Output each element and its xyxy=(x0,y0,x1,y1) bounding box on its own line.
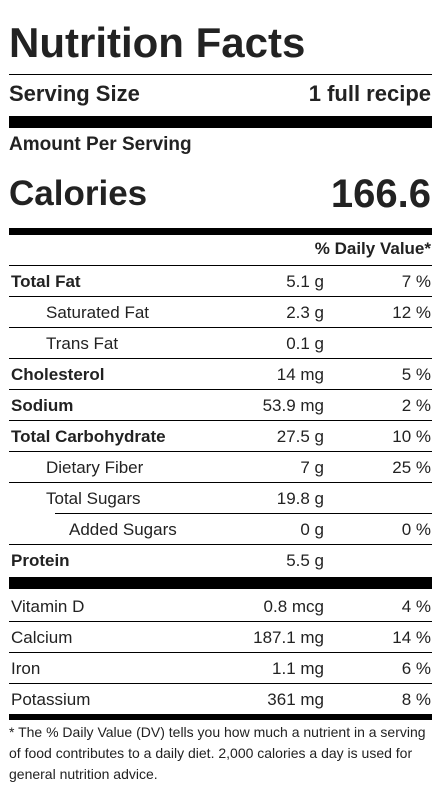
divider xyxy=(9,451,432,452)
vitamin-name: Vitamin D xyxy=(11,597,85,616)
nutrient-amount: 14 mg xyxy=(276,365,324,384)
vitamin-row-vitamin-d: Vitamin D 0.8 mcg 4 % xyxy=(9,591,432,622)
serving-size-value: 1 full recipe xyxy=(308,81,431,106)
nutrient-daily-value: 0 % xyxy=(401,520,431,539)
vitamin-amount: 1.1 mg xyxy=(272,659,324,678)
nutrient-daily-value: 7 % xyxy=(401,272,431,291)
vitamin-daily-value: 6 % xyxy=(401,659,431,678)
vitamin-name: Iron xyxy=(11,659,41,678)
nutrient-amount: 0.1 g xyxy=(286,334,324,353)
nutrient-name: Total Carbohydrate xyxy=(11,427,166,446)
nutrient-amount: 5.1 g xyxy=(286,272,324,291)
nutrient-amount: 5.5 g xyxy=(286,551,324,570)
divider xyxy=(9,420,432,421)
divider xyxy=(9,265,432,266)
amount-per-serving-label: Amount Per Serving xyxy=(9,134,192,155)
nutrient-row-dietary-fiber: Dietary Fiber 7 g 25 % xyxy=(9,452,432,483)
nutrient-amount: 27.5 g xyxy=(276,427,324,446)
nutrient-row-cholesterol: Cholesterol 14 mg 5 % xyxy=(9,359,432,390)
divider xyxy=(9,296,432,297)
medium-divider xyxy=(9,228,432,235)
vitamin-row-potassium: Potassium 361 mg 8 % xyxy=(9,684,432,715)
divider xyxy=(9,683,432,684)
divider xyxy=(55,513,432,514)
nutrient-amount: 53.9 mg xyxy=(262,396,324,415)
vitamin-daily-value: 8 % xyxy=(401,690,431,709)
vitamin-amount: 0.8 mcg xyxy=(263,597,324,616)
divider xyxy=(9,358,432,359)
nutrient-name: Sodium xyxy=(11,396,74,415)
medium-divider xyxy=(9,714,432,720)
nutrient-name: Total Sugars xyxy=(46,489,141,508)
nutrient-amount: 2.3 g xyxy=(286,303,324,322)
nutrient-name: Trans Fat xyxy=(46,334,119,353)
vitamin-row-calcium: Calcium 187.1 mg 14 % xyxy=(9,622,432,653)
calories-label: Calories xyxy=(9,174,148,213)
nutrient-row-total-fat: Total Fat 5.1 g 7 % xyxy=(9,266,432,297)
nutrient-amount: 7 g xyxy=(300,458,324,477)
divider xyxy=(9,621,432,622)
nutrient-row-total-sugars: Total Sugars 19.8 g xyxy=(9,483,432,514)
vitamin-row-iron: Iron 1.1 mg 6 % xyxy=(9,653,432,684)
thick-divider xyxy=(9,577,432,589)
nutrient-daily-value: 2 % xyxy=(401,396,431,415)
nutrient-row-trans-fat: Trans Fat 0.1 g xyxy=(9,328,432,359)
nutrient-name: Dietary Fiber xyxy=(46,458,144,477)
nutrient-row-sodium: Sodium 53.9 mg 2 % xyxy=(9,390,432,421)
nutrient-daily-value: 5 % xyxy=(401,365,431,384)
nutrient-name: Cholesterol xyxy=(11,365,105,384)
nutrient-daily-value: 12 % xyxy=(392,303,431,322)
divider xyxy=(9,74,432,75)
vitamin-amount: 361 mg xyxy=(267,690,324,709)
nutrient-row-total-carbohydrate: Total Carbohydrate 27.5 g 10 % xyxy=(9,421,432,452)
nutrient-name: Added Sugars xyxy=(69,520,177,539)
divider xyxy=(9,544,432,545)
nutrient-daily-value: 25 % xyxy=(392,458,431,477)
divider xyxy=(9,652,432,653)
nutrient-daily-value: 10 % xyxy=(392,427,431,446)
vitamin-amount: 187.1 mg xyxy=(253,628,324,647)
thick-divider xyxy=(9,116,432,128)
calories-value: 166.6 xyxy=(330,172,431,216)
vitamin-daily-value: 14 % xyxy=(392,628,431,647)
vitamin-name: Calcium xyxy=(11,628,73,647)
nutrient-row-protein: Protein 5.5 g xyxy=(9,545,432,576)
nutrient-row-added-sugars: Added Sugars 0 g 0 % xyxy=(9,514,432,545)
vitamin-name: Potassium xyxy=(11,690,91,709)
nutrient-name: Total Fat xyxy=(11,272,81,291)
divider xyxy=(9,389,432,390)
divider xyxy=(9,327,432,328)
panel-title: Nutrition Facts xyxy=(9,19,306,66)
nutrient-amount: 0 g xyxy=(300,520,324,539)
daily-value-header: % Daily Value* xyxy=(314,239,431,258)
daily-value-footnote: * The % Daily Value (DV) tells you how m… xyxy=(9,724,426,782)
nutrient-amount: 19.8 g xyxy=(276,489,324,508)
nutrient-name: Saturated Fat xyxy=(46,303,150,322)
divider xyxy=(9,482,432,483)
vitamin-daily-value: 4 % xyxy=(401,597,431,616)
serving-size-label: Serving Size xyxy=(9,81,140,106)
nutrient-name: Protein xyxy=(11,551,70,570)
nutrient-row-saturated-fat: Saturated Fat 2.3 g 12 % xyxy=(9,297,432,328)
